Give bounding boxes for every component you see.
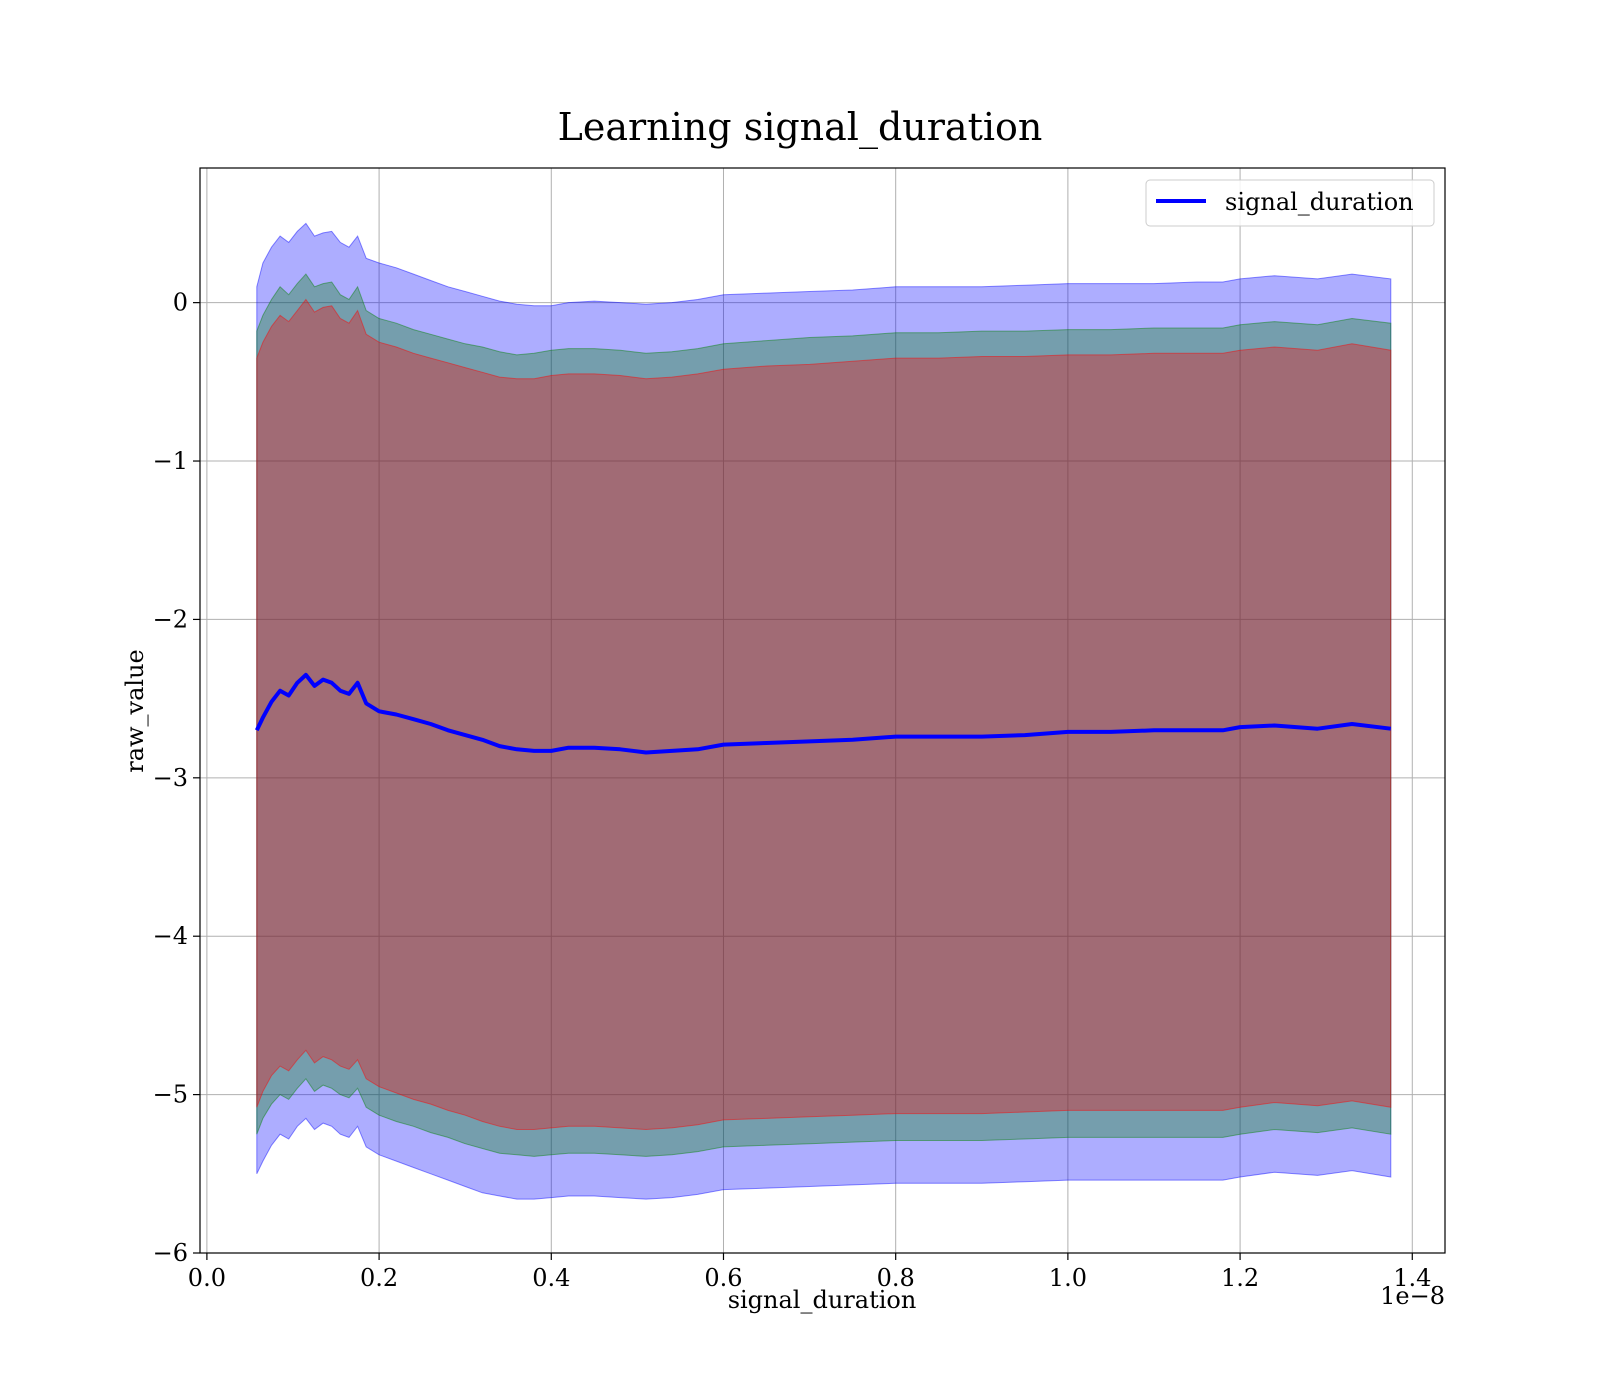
x-axis-label: signal_duration (728, 1286, 917, 1314)
y-tick-label: −1 (153, 447, 188, 475)
x-tick-label: 0.0 (188, 1264, 226, 1292)
x-tick-label: 0.6 (704, 1264, 742, 1292)
series-line-1 (254, 672, 1392, 755)
x-axis-offset-label: 1e−8 (1380, 1282, 1445, 1310)
x-tick-label: 0.4 (532, 1264, 570, 1292)
confidence-bands (256, 222, 1392, 1200)
chart-title: Learning signal_duration (558, 105, 1043, 150)
confidence-band-2 (256, 273, 1392, 1157)
x-tick-label: 1.2 (1221, 1264, 1259, 1292)
y-tick-label: −6 (153, 1239, 188, 1267)
x-tick-label: 1.4 (1393, 1264, 1431, 1292)
x-tick-label: 1.0 (1049, 1264, 1087, 1292)
legend: signal_duration (1145, 179, 1435, 227)
y-tick-label: −5 (153, 1081, 188, 1109)
legend-box (1145, 179, 1435, 227)
y-tick-label: −4 (153, 922, 188, 950)
x-tick-label: 0.2 (360, 1264, 398, 1292)
legend-entry-signal-duration: signal_duration (1225, 188, 1414, 216)
y-tick-label: −3 (153, 764, 188, 792)
y-axis-ticks: 0 −1 −2 −3 −4 −5 −6 (153, 289, 200, 1267)
confidence-band-3 (256, 298, 1392, 1131)
x-axis-ticks: 0.0 0.2 0.4 0.6 0.8 1.0 1.2 1.4 (188, 1253, 1431, 1292)
x-tick-label: 0.8 (877, 1264, 915, 1292)
series-lines (254, 672, 1392, 755)
y-axis-label: raw_value (121, 649, 149, 773)
y-tick-label: 0 (173, 289, 188, 317)
grid-lines (200, 168, 1445, 1254)
plot-frame (199, 167, 1446, 1254)
confidence-band-1 (256, 222, 1392, 1200)
y-tick-label: −2 (153, 605, 188, 633)
